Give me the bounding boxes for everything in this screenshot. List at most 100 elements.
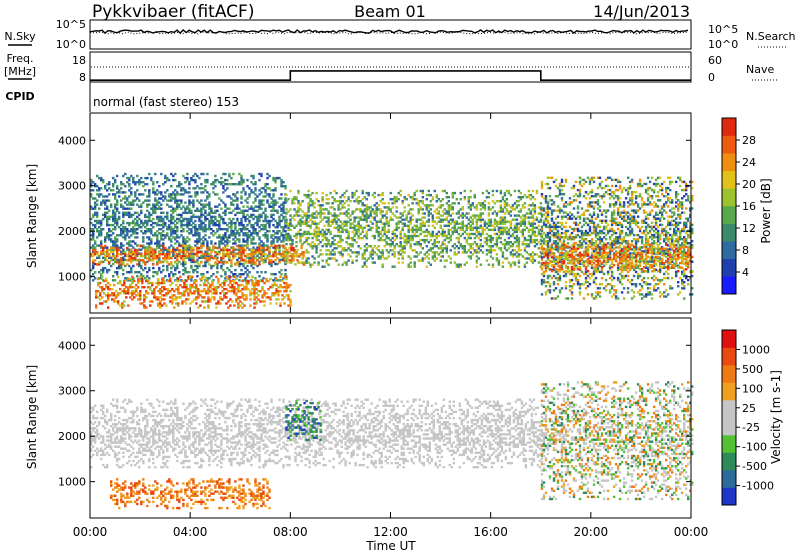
- scatter-cell: [381, 238, 384, 242]
- scatter-cell: [427, 232, 430, 236]
- scatter-cell: [162, 221, 165, 225]
- scatter-cell: [200, 183, 203, 186]
- scatter-cell: [413, 191, 416, 195]
- scatter-cell: [558, 193, 562, 196]
- scatter-cell: [596, 201, 600, 204]
- scatter-cell: [146, 209, 149, 212]
- cpid-panel: CPID normal (fast stereo) 153: [5, 82, 239, 112]
- scatter-cell: [513, 189, 517, 193]
- scatter-cell: [349, 255, 352, 258]
- scatter-cell: [208, 223, 211, 227]
- scatter-cell: [375, 247, 378, 250]
- scatter-cell: [254, 187, 257, 190]
- scatter-cell: [108, 228, 111, 231]
- scatter-cell: [459, 198, 462, 201]
- scatter-cell: [409, 212, 412, 215]
- scatter-cell: [397, 251, 400, 254]
- scatter-cell: [517, 226, 521, 229]
- scatter-cell: [471, 232, 474, 236]
- scatter-cell: [154, 203, 157, 206]
- scatter-cell: [393, 232, 396, 236]
- scatter-cell: [598, 248, 602, 251]
- scatter-cell: [622, 276, 626, 280]
- scatter-cell: [437, 253, 440, 256]
- scatter-cell: [339, 224, 342, 227]
- scatter-cell: [152, 221, 155, 225]
- scatter-cell: [531, 196, 535, 199]
- scatter-cell: [228, 172, 231, 176]
- scatter-cell: [413, 255, 416, 258]
- scatter-cell: [126, 248, 129, 251]
- scatter-cell: [614, 188, 618, 192]
- scatter-cell: [443, 230, 446, 234]
- scatter-cell: [576, 244, 580, 247]
- scatter-cell: [622, 209, 626, 212]
- scatter-cell: [158, 242, 161, 245]
- scatter-cell: [194, 234, 197, 237]
- scatter-cell: [473, 232, 476, 236]
- scatter-cell: [224, 254, 227, 257]
- scatter-cell: [333, 253, 336, 256]
- scatter-cell: [170, 213, 173, 217]
- scatter-cell: [361, 226, 364, 229]
- nsearch-tick-bottom: 10^0: [708, 38, 738, 51]
- scatter-cell: [455, 228, 458, 232]
- scatter-cell: [409, 208, 412, 211]
- scatter-cell: [363, 245, 366, 248]
- scatter-cell: [562, 203, 566, 206]
- scatter-cell: [188, 244, 191, 247]
- scatter-cell: [98, 176, 101, 180]
- scatter-cell: [584, 287, 588, 290]
- scatter-cell: [423, 257, 426, 260]
- scatter-cell: [620, 240, 624, 243]
- scatter-cell: [102, 260, 105, 264]
- scatter-cell: [636, 182, 640, 186]
- scatter-cell: [517, 222, 521, 225]
- scatter-cell: [397, 261, 400, 264]
- scatter-cell: [539, 218, 543, 221]
- scatter-cell: [560, 221, 564, 224]
- scatter-cell: [630, 221, 634, 224]
- scatter-cell: [174, 197, 177, 200]
- scatter-cell: [616, 207, 620, 210]
- scatter-cell: [634, 219, 638, 222]
- scatter-cell: [588, 180, 592, 184]
- scatter-cell: [156, 230, 159, 233]
- scatter-cell: [574, 264, 578, 267]
- scatter-cell: [507, 230, 511, 234]
- scatter-cell: [238, 183, 241, 186]
- scatter-cell: [319, 216, 322, 219]
- scatter-cell: [584, 229, 588, 233]
- scatter-cell: [142, 236, 145, 239]
- scatter-cell: [407, 230, 410, 234]
- scatter-cell: [353, 251, 356, 254]
- scatter-cell: [568, 281, 572, 284]
- scatter-cell: [152, 205, 155, 208]
- scatter-cell: [427, 249, 430, 252]
- scatter-cell: [98, 226, 101, 229]
- scatter-cell: [511, 218, 515, 221]
- scatter-cell: [511, 228, 515, 232]
- scatter-cell: [122, 244, 125, 247]
- scatter-cell: [357, 228, 360, 232]
- scatter-cell: [252, 232, 255, 235]
- scatter-cell: [640, 236, 644, 239]
- scatter-cell: [315, 222, 318, 225]
- scatter-cell: [519, 249, 523, 252]
- scatter-cell: [415, 251, 418, 254]
- scatter-cell: [172, 178, 175, 182]
- scatter-cell: [620, 254, 624, 257]
- scatter-cell: [495, 222, 499, 225]
- scatter-cell: [110, 230, 113, 233]
- scatter-cell: [550, 209, 554, 212]
- scatter-cell: [124, 185, 127, 188]
- scatter-cell: [387, 251, 390, 254]
- scatter-cell: [431, 214, 434, 217]
- scatter-cell: [560, 199, 564, 202]
- scatter-cell: [411, 226, 414, 229]
- scatter-cell: [276, 236, 279, 239]
- scatter-cell: [156, 244, 159, 247]
- scatter-cell: [634, 242, 638, 245]
- scatter-cell: [373, 210, 376, 213]
- scatter-cell: [381, 234, 384, 238]
